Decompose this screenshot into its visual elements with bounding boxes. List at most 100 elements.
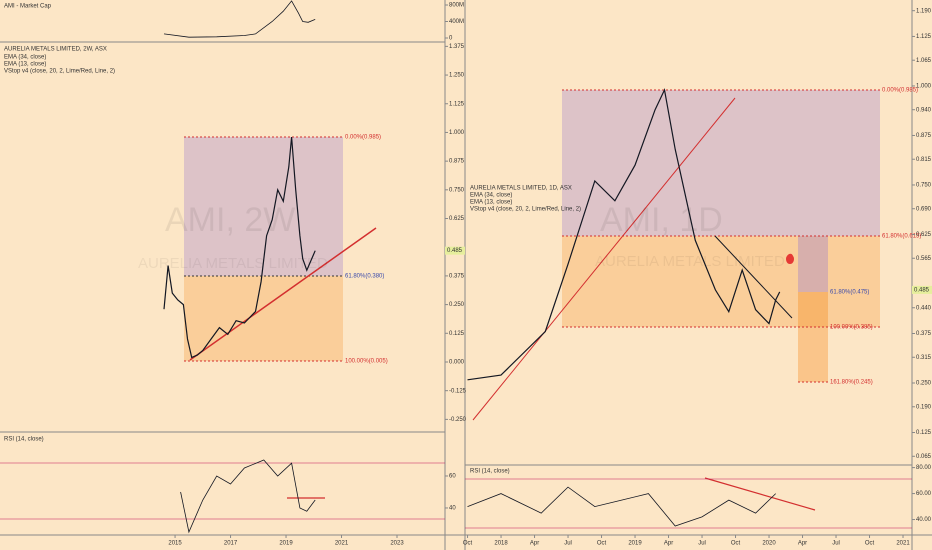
y-tick-label: 1.190 — [916, 8, 932, 14]
y-tick-label: 0.625 — [916, 232, 932, 238]
fib-label: 0.00%(0.985) — [882, 88, 918, 94]
indicator-label: VStop v4 (close, 20, 2, Lime/Red, Line, … — [470, 207, 581, 213]
x-tick-label: 2021 — [896, 541, 910, 547]
fib-zone — [184, 137, 343, 276]
indicator-label: EMA (34, close) — [4, 55, 46, 61]
y-tick-label: 0.875 — [449, 159, 465, 165]
rsi-tick-label: 60 — [449, 474, 456, 480]
x-tick-label: Oct — [597, 541, 607, 547]
y-tick-label: 0.565 — [916, 256, 932, 262]
y-tick-label: 0.690 — [916, 206, 932, 212]
y-tick-label: 0.250 — [449, 302, 465, 308]
marker-icon — [786, 253, 794, 264]
y-tick-label: 0.815 — [916, 157, 932, 163]
pane-title: RSI (14, close) — [470, 469, 510, 475]
x-tick-label: 2023 — [390, 541, 404, 547]
rsi-line — [467, 486, 776, 527]
rsi-tick-label: 40 — [449, 506, 456, 512]
x-tick-label: 2019 — [628, 541, 642, 547]
y-tick-label: 1.125 — [449, 101, 465, 107]
x-tick-label: Jul — [832, 541, 840, 547]
mc-tick-label: 0 — [449, 36, 453, 42]
x-tick-label: Oct — [731, 541, 741, 547]
indicator-label: EMA (13, close) — [470, 200, 512, 206]
x-tick-label: Apr — [530, 541, 539, 547]
y-tick-label: 0.940 — [916, 107, 932, 113]
fib-label: 100.00%(0.005) — [345, 359, 388, 365]
x-tick-label: 2018 — [494, 541, 508, 547]
trend-line — [472, 97, 736, 421]
x-tick-label: Oct — [463, 541, 473, 547]
watermark: AURELIA METALS LIMITED — [138, 255, 328, 272]
fib-label: 61.80%(0.475) — [830, 290, 869, 296]
y-tick-label: 0.375 — [916, 331, 932, 337]
rsi-line — [180, 459, 316, 534]
pane-title: RSI (14, close) — [4, 437, 44, 443]
fib-label: 100.00%(0.385) — [830, 325, 873, 331]
fib-label: 61.80%(0.615) — [882, 234, 921, 240]
y-tick-label: -0.250 — [449, 417, 467, 423]
price-line — [467, 87, 781, 381]
indicator-label: EMA (34, close) — [470, 193, 512, 199]
trend-line — [189, 227, 377, 361]
chart-title: AURELIA METALS LIMITED, 2W, ASX — [4, 47, 107, 53]
x-tick-label: Jul — [564, 541, 572, 547]
mc-tick-label: 400M — [449, 19, 464, 25]
trend-line — [714, 235, 793, 319]
watermark: AURELIA METALS LIMITED — [595, 253, 785, 270]
chart-title: AURELIA METALS LIMITED, 1D, ASX — [470, 186, 572, 192]
price-line — [163, 136, 316, 359]
x-tick-label: Apr — [664, 541, 673, 547]
y-tick-label: 1.250 — [449, 73, 465, 79]
rsi-tick-label: 60.00 — [916, 491, 932, 497]
y-tick-label: 1.000 — [916, 84, 932, 90]
indicator-label: VStop v4 (close, 20, 2, Lime/Red, Line, … — [4, 69, 115, 75]
market-cap-line — [163, 0, 316, 38]
y-tick-label: -0.125 — [449, 388, 467, 394]
y-tick-label: 0.125 — [449, 331, 465, 337]
fib-label: 0.00%(0.985) — [345, 135, 381, 141]
x-tick-label: Jul — [698, 541, 706, 547]
fib-zone — [562, 90, 880, 236]
x-tick-label: Oct — [865, 541, 875, 547]
y-tick-label: 0.625 — [449, 216, 465, 222]
y-tick-label: 1.065 — [916, 58, 932, 64]
trend-line — [704, 477, 816, 511]
x-tick-label: 2021 — [335, 541, 349, 547]
watermark: AMI, 2W — [165, 201, 295, 239]
y-tick-label: 0.000 — [449, 360, 465, 366]
y-tick-label: 0.875 — [916, 133, 932, 139]
pane-title: AMI - Market Cap — [4, 4, 52, 10]
y-tick-label: 1.125 — [916, 34, 932, 40]
y-tick-label: 1.000 — [449, 130, 465, 136]
y-tick-label: 0.750 — [449, 187, 465, 193]
y-tick-label: 0.440 — [916, 305, 932, 311]
watermark: AMI, 1D — [600, 201, 723, 239]
fib-zone — [562, 236, 880, 327]
y-tick-label: 0.250 — [916, 381, 932, 387]
price-tag — [445, 246, 465, 255]
y-tick-label: 0.065 — [916, 454, 932, 460]
fib-zone — [798, 236, 828, 292]
x-tick-label: Apr — [798, 541, 807, 547]
rsi-tick-label: 80.00 — [916, 465, 932, 471]
x-tick-label: 2015 — [168, 541, 182, 547]
x-tick-label: 2017 — [224, 541, 238, 547]
y-tick-label: 0.315 — [916, 355, 932, 361]
fib-label: 61.80%(0.380) — [345, 274, 384, 280]
price-tag — [912, 285, 932, 294]
price-tag-label: 0.485 — [914, 288, 930, 294]
y-tick-label: 0.190 — [916, 404, 932, 410]
y-tick-label: 0.125 — [916, 430, 932, 436]
x-tick-label: 2019 — [279, 541, 293, 547]
mc-tick-label: 800M — [449, 3, 464, 9]
fib-zone — [798, 292, 828, 327]
fib-zone — [184, 276, 343, 361]
fib-zone — [798, 327, 828, 382]
x-tick-label: 2020 — [762, 541, 776, 547]
price-tag-label: 0.485 — [447, 248, 463, 254]
fib-label: 161.80%(0.245) — [830, 380, 873, 386]
indicator-label: EMA (13, close) — [4, 62, 46, 68]
